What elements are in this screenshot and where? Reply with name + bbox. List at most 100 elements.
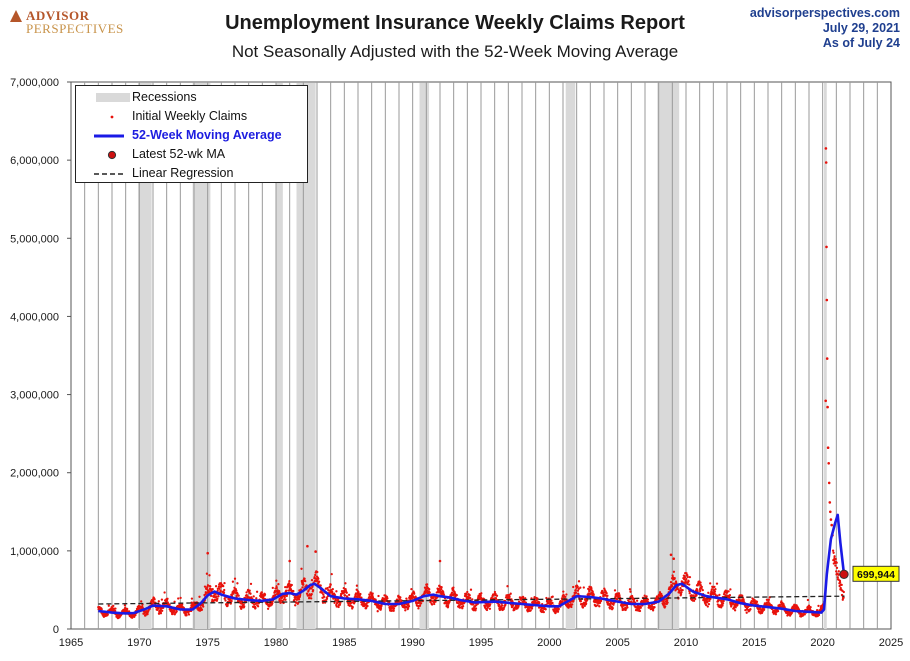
claims-point [606, 594, 609, 597]
claims-point [669, 553, 673, 557]
claims-point [571, 603, 574, 606]
claims-point [168, 603, 171, 606]
claims-point [599, 599, 603, 603]
claims-point [646, 598, 650, 601]
x-tick-label: 1965 [59, 637, 83, 649]
recession-band [192, 83, 211, 629]
claims-point [700, 585, 703, 589]
claims-point [344, 587, 347, 591]
brand-logo: ADVISOR PERSPECTIVES [10, 8, 140, 38]
claims-point [757, 607, 760, 611]
x-tick-label: 2005 [605, 637, 629, 649]
claims-point [713, 585, 716, 589]
claims-point [107, 604, 110, 607]
claims-point [434, 600, 437, 603]
claims-point [457, 602, 460, 605]
claims-point [302, 583, 305, 586]
claims-point [672, 557, 675, 560]
claims-point [817, 613, 821, 617]
claims-point [240, 607, 243, 610]
claims-point [222, 591, 226, 594]
claims-point [417, 607, 420, 610]
claims-point [405, 597, 408, 600]
claims-point [824, 147, 828, 150]
claims-point [561, 600, 564, 603]
legend-dot-icon [110, 115, 114, 119]
claims-point [779, 605, 783, 608]
claims-point [709, 582, 712, 585]
claims-point [745, 611, 748, 614]
claims-point [214, 585, 218, 588]
claims-point [572, 599, 575, 602]
claims-point [310, 592, 313, 596]
latest-ma-layer: 699,944 [839, 565, 900, 582]
claims-point [590, 587, 593, 590]
claims-point [440, 588, 443, 591]
claims-point [245, 591, 248, 594]
claims-point [699, 589, 702, 593]
claims-point [685, 577, 688, 581]
claims-point [613, 589, 617, 592]
claims-point [254, 606, 257, 610]
claims-point [392, 607, 396, 610]
claims-point [316, 570, 319, 574]
claims-point [662, 601, 666, 604]
claims-point [809, 606, 812, 609]
claims-point [187, 613, 191, 616]
claims-point [736, 603, 739, 606]
claims-point [123, 604, 127, 607]
claims-point [602, 591, 605, 594]
claims-point [256, 605, 260, 608]
claims-point [288, 579, 291, 583]
claims-point [461, 607, 464, 610]
claims-point [453, 591, 456, 594]
claims-point [493, 590, 497, 594]
claims-point [815, 609, 819, 612]
claims-point [343, 591, 346, 594]
claims-point [475, 604, 478, 607]
claims-point [651, 609, 655, 612]
claims-point [705, 603, 708, 607]
claims-point [279, 601, 282, 605]
claims-point [536, 597, 539, 600]
regression-layer [98, 595, 845, 605]
claims-point [612, 603, 615, 606]
claims-point [721, 604, 724, 607]
claims-point [410, 587, 413, 591]
claims-point [672, 570, 676, 573]
claims-point [418, 604, 422, 607]
claims-point [255, 597, 258, 600]
claims-point [410, 597, 414, 600]
claims-point [226, 604, 229, 607]
claims-point [359, 592, 362, 596]
claims-point [413, 592, 416, 595]
claims-point [274, 593, 277, 597]
claims-point [741, 594, 744, 597]
x-axis-ticks: 1965 1970 1975 1980 1985 1990 1995 2000 2005 2010… [59, 637, 903, 649]
claims-point [629, 590, 632, 593]
claims-point [621, 606, 624, 609]
claims-point [461, 605, 465, 608]
claims-point [663, 602, 667, 606]
source-block: advisorperspectives.com July 29, 2021 As… [750, 6, 900, 51]
claims-point [598, 605, 601, 608]
y-tick-label: 5,000,000 [10, 233, 59, 245]
claims-point [347, 601, 350, 605]
claims-point [538, 601, 541, 605]
claims-point [181, 603, 184, 606]
claims-point [209, 585, 212, 588]
claims-point [177, 597, 180, 600]
claims-point [706, 605, 709, 608]
y-axis-ticks: 0 1,000,000 2,000,000 3,000,000 4,000,000 5,0… [10, 77, 71, 636]
source-site[interactable]: advisorperspectives.com [749, 6, 900, 20]
claims-point [160, 598, 164, 601]
legend-moving-average-label: 52-Week Moving Average [132, 128, 282, 142]
claims-point [337, 599, 340, 602]
claims-point [830, 523, 833, 527]
claims-point [222, 584, 225, 588]
claims-point [834, 564, 837, 567]
claims-point [223, 597, 226, 600]
logo-text-top: ADVISOR [26, 8, 90, 23]
claims-point [307, 589, 310, 592]
regression-line [98, 595, 845, 605]
